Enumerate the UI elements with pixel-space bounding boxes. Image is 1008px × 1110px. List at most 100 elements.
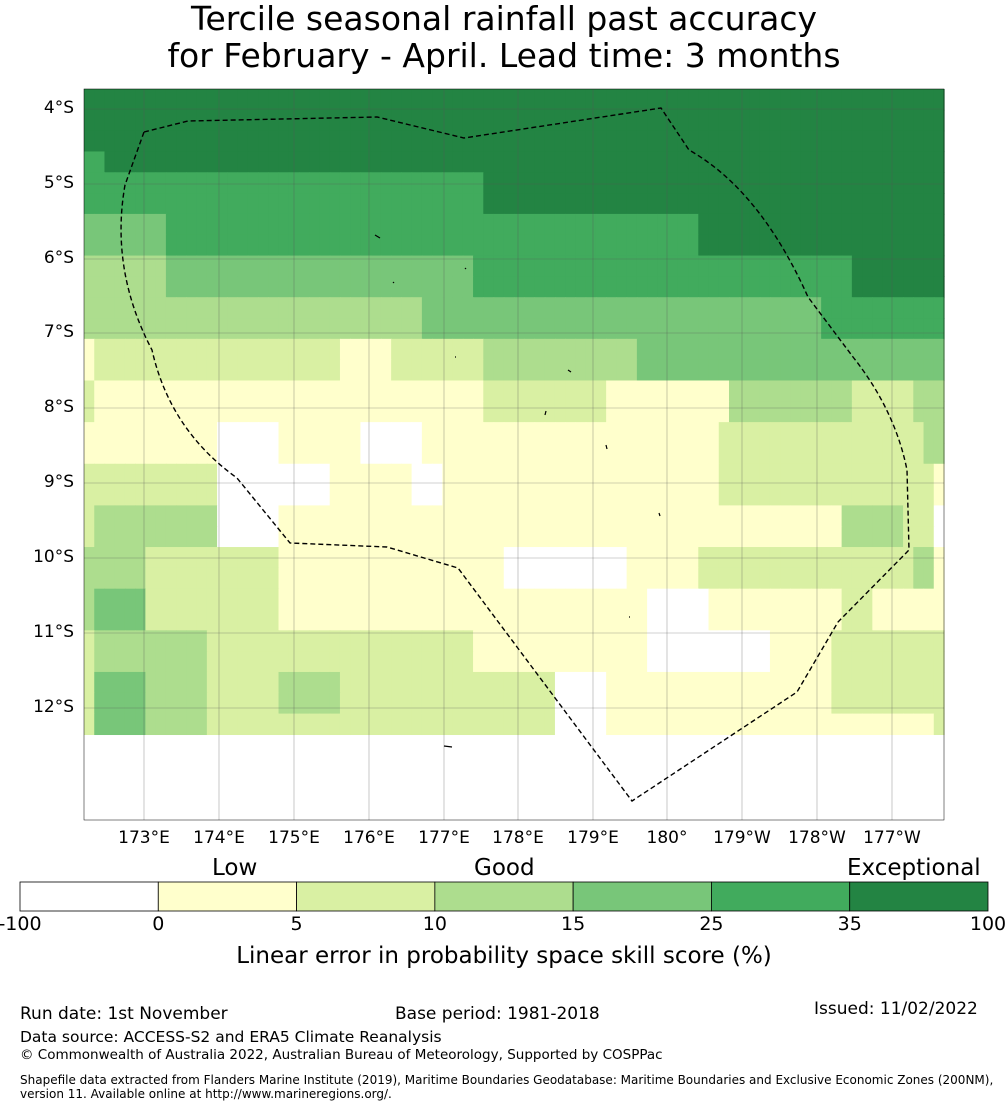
grid-cell xyxy=(862,630,873,652)
grid-cell xyxy=(442,380,454,402)
grid-cell xyxy=(483,630,495,652)
grid-cell xyxy=(708,276,720,298)
grid-cell xyxy=(626,567,638,590)
grid-cell xyxy=(217,297,228,319)
grid-cell xyxy=(299,338,310,361)
grid-cell xyxy=(677,463,689,486)
grid-cell xyxy=(698,588,710,611)
grid-cell xyxy=(247,297,259,319)
grid-cell xyxy=(237,213,249,236)
island xyxy=(464,267,467,270)
grid-cell xyxy=(698,234,710,257)
grid-cell xyxy=(319,89,331,111)
grid-cell xyxy=(145,276,157,298)
grid-cell xyxy=(862,713,873,736)
grid-cell xyxy=(841,255,853,277)
grid-cell xyxy=(268,276,280,298)
grid-cell xyxy=(370,318,382,340)
grid-cell xyxy=(677,692,689,715)
grid-cell xyxy=(227,297,239,319)
grid-cell xyxy=(708,401,720,423)
grid-cell xyxy=(841,297,853,319)
grid-cell xyxy=(329,338,341,361)
grid-cell xyxy=(606,338,617,361)
grid-cell xyxy=(258,234,269,257)
grid-cell xyxy=(237,297,249,319)
grid-cell xyxy=(503,380,515,402)
grid-cell xyxy=(862,422,873,444)
grid-cell xyxy=(145,151,157,173)
grid-cell xyxy=(247,609,259,631)
colorbar-tick-label: 35 xyxy=(837,913,862,935)
grid-cell xyxy=(872,151,884,173)
grid-cell xyxy=(606,422,617,444)
grid-cell xyxy=(821,297,832,319)
grid-cell xyxy=(606,172,617,194)
grid-cell xyxy=(370,526,382,548)
grid-cell xyxy=(831,442,843,465)
grid-cell xyxy=(452,255,464,277)
grid-cell xyxy=(749,109,761,132)
grid-cell xyxy=(667,193,679,215)
grid-cell xyxy=(872,671,884,694)
grid-cell xyxy=(831,505,843,527)
grid-cell xyxy=(667,442,679,465)
grid-cell xyxy=(677,89,689,111)
grid-cell xyxy=(708,526,720,548)
grid-cell xyxy=(329,484,341,506)
grid-cell xyxy=(278,442,290,465)
grid-cell xyxy=(524,588,536,611)
grid-cell xyxy=(350,567,362,590)
grid-cell xyxy=(626,442,638,465)
grid-cell xyxy=(800,713,812,736)
grid-cell xyxy=(718,630,730,652)
grid-cell xyxy=(104,213,116,236)
grid-cell xyxy=(114,484,126,506)
grid-cell xyxy=(657,651,669,673)
grid-cell xyxy=(626,359,638,382)
grid-cell xyxy=(851,671,863,694)
grid-cell xyxy=(432,526,443,548)
grid-cell xyxy=(380,401,392,423)
grid-cell xyxy=(329,172,341,194)
grid-cell xyxy=(299,567,310,590)
grid-cell xyxy=(258,484,269,506)
grid-cell xyxy=(749,338,761,361)
grid-cell xyxy=(247,234,259,257)
grid-cell xyxy=(319,297,331,319)
grid-cell xyxy=(176,130,187,153)
grid-cell xyxy=(800,151,812,173)
grid-cell xyxy=(442,422,454,444)
grid-cell xyxy=(247,484,259,506)
grid-cell xyxy=(657,276,669,298)
grid-cell xyxy=(749,234,761,257)
grid-cell xyxy=(370,401,382,423)
grid-cell xyxy=(258,213,269,236)
grid-cell xyxy=(319,213,331,236)
grid-cell xyxy=(165,401,177,423)
grid-cell xyxy=(483,671,495,694)
grid-cell xyxy=(585,109,597,132)
grid-cell xyxy=(411,234,423,257)
grid-cell xyxy=(268,484,280,506)
grid-cell xyxy=(554,130,566,153)
grid-cell xyxy=(729,380,740,402)
grid-cell xyxy=(268,318,280,340)
grid-cell xyxy=(790,151,802,173)
grid-cell xyxy=(708,463,720,486)
grid-cell xyxy=(657,692,669,715)
grid-cell xyxy=(729,297,740,319)
grid-cell xyxy=(227,151,239,173)
grid-cell xyxy=(565,609,577,631)
grid-cell xyxy=(575,338,587,361)
grid-cell xyxy=(380,505,392,527)
grid-cell xyxy=(780,567,792,590)
grid-cell xyxy=(247,193,259,215)
grid-cell xyxy=(606,671,617,694)
grid-cell xyxy=(606,401,617,423)
grid-cell xyxy=(636,505,648,527)
grid-cell xyxy=(309,213,321,236)
grid-cell xyxy=(514,422,525,444)
grid-cell xyxy=(237,713,249,736)
grid-cell xyxy=(299,213,310,236)
